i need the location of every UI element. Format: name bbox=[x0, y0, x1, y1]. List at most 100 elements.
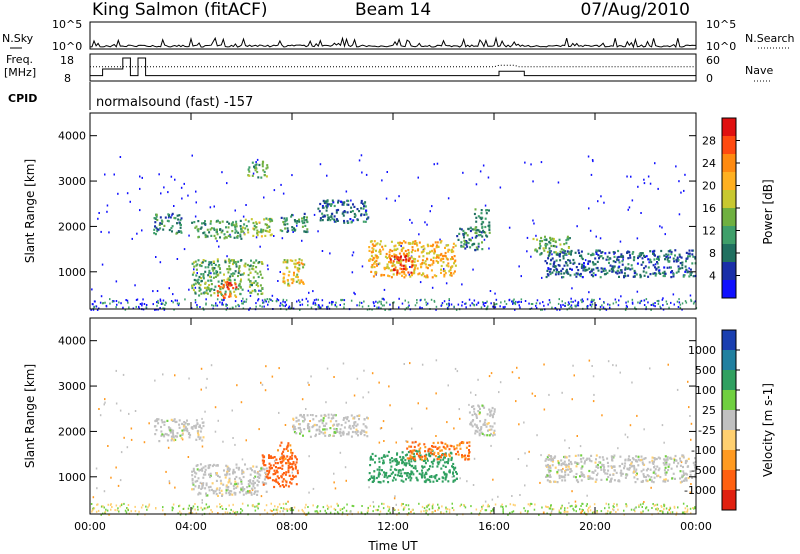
echo-cell bbox=[669, 256, 671, 259]
echo-cell bbox=[155, 507, 157, 510]
echo-cell bbox=[670, 301, 672, 304]
echo-cell bbox=[435, 359, 438, 362]
echo-cell bbox=[347, 419, 350, 423]
echo-cell bbox=[686, 271, 689, 274]
echo-cell bbox=[642, 475, 645, 478]
echo-cell bbox=[298, 264, 301, 267]
echo-cell bbox=[466, 234, 469, 237]
echo-cell bbox=[459, 447, 462, 450]
echo-cell bbox=[513, 298, 515, 301]
echo-cell bbox=[235, 225, 238, 228]
echo-cell bbox=[579, 445, 582, 448]
echo-cell bbox=[642, 502, 644, 505]
echo-cell bbox=[289, 455, 292, 459]
echo-cell bbox=[282, 502, 285, 505]
echo-cell bbox=[554, 307, 556, 309]
echo-cell bbox=[250, 487, 253, 490]
echo-cell bbox=[217, 494, 219, 497]
echo-cell bbox=[134, 284, 136, 287]
echo-cell bbox=[580, 254, 583, 257]
echo-cell bbox=[556, 470, 559, 474]
echo-cell bbox=[234, 300, 237, 303]
echo-cell bbox=[322, 419, 325, 422]
echo-cell bbox=[485, 212, 488, 215]
echo-cell bbox=[447, 305, 450, 308]
echo-cell bbox=[164, 216, 167, 219]
echo-cell bbox=[518, 265, 520, 268]
echo-cell bbox=[227, 234, 230, 237]
echo-cell bbox=[481, 248, 484, 251]
echo-cell bbox=[211, 482, 214, 485]
echo-cell bbox=[260, 495, 263, 498]
echo-cell bbox=[582, 300, 584, 303]
echo-cell bbox=[155, 256, 157, 258]
echo-cell bbox=[599, 276, 602, 279]
echo-cell bbox=[294, 456, 297, 459]
echo-cell bbox=[608, 506, 610, 509]
echo-cell bbox=[452, 246, 455, 249]
echo-cell bbox=[297, 279, 300, 282]
echo-cell bbox=[305, 230, 307, 233]
echo-cell bbox=[667, 511, 669, 514]
echo-cell bbox=[128, 412, 130, 415]
echo-cell bbox=[668, 508, 670, 511]
echo-cell bbox=[281, 457, 284, 460]
echo-cell bbox=[296, 458, 298, 461]
echo-cell bbox=[485, 302, 487, 304]
echo-cell bbox=[593, 503, 596, 506]
echo-cell bbox=[416, 470, 419, 473]
echo-cell bbox=[356, 304, 358, 307]
echo-cell bbox=[600, 267, 603, 270]
echo-cell bbox=[388, 261, 390, 264]
echo-cell bbox=[300, 259, 303, 262]
echo-cell bbox=[692, 507, 695, 510]
echo-cell bbox=[385, 252, 388, 256]
echo-cell bbox=[197, 236, 200, 239]
echo-cell bbox=[197, 435, 200, 438]
echo-cell bbox=[293, 428, 295, 431]
echo-cell bbox=[397, 508, 400, 511]
echo-cell bbox=[262, 301, 264, 304]
echo-cell bbox=[260, 292, 263, 295]
echo-cell bbox=[226, 468, 229, 471]
echo-cell bbox=[595, 252, 598, 255]
echo-cell bbox=[342, 211, 345, 214]
echo-cell bbox=[502, 508, 504, 511]
echo-cell bbox=[273, 459, 276, 462]
echo-cell bbox=[426, 223, 428, 226]
echo-cell bbox=[240, 237, 243, 240]
echo-cell bbox=[265, 467, 268, 470]
echo-cell bbox=[254, 491, 256, 494]
echo-cell bbox=[417, 273, 420, 276]
echo-cell bbox=[661, 424, 664, 427]
velocity-colorbar-swatch bbox=[722, 430, 736, 451]
echo-cell bbox=[424, 450, 427, 453]
echo-cell bbox=[657, 266, 660, 269]
echo-cell bbox=[624, 274, 627, 278]
echo-cell bbox=[201, 508, 204, 511]
echo-cell bbox=[662, 461, 665, 465]
echo-cell bbox=[214, 490, 217, 493]
echo-cell bbox=[215, 231, 218, 234]
echo-cell bbox=[441, 302, 444, 305]
echo-cell bbox=[325, 422, 328, 425]
echo-cell bbox=[281, 464, 284, 467]
echo-cell bbox=[569, 468, 572, 471]
echo-cell bbox=[418, 241, 421, 244]
echo-cell bbox=[206, 228, 209, 231]
echo-cell bbox=[468, 238, 471, 241]
echo-cell bbox=[651, 461, 654, 464]
echo-cell bbox=[656, 507, 658, 510]
echo-cell bbox=[567, 473, 570, 476]
echo-cell bbox=[518, 304, 520, 307]
echo-cell bbox=[224, 281, 227, 284]
echo-cell bbox=[645, 476, 647, 479]
echo-cell bbox=[395, 441, 397, 444]
echo-cell bbox=[365, 426, 368, 429]
echo-cell bbox=[225, 489, 228, 492]
echo-cell bbox=[403, 253, 406, 256]
echo-cell bbox=[486, 422, 489, 425]
echo-cell bbox=[314, 434, 317, 438]
echo-cell bbox=[249, 480, 252, 483]
